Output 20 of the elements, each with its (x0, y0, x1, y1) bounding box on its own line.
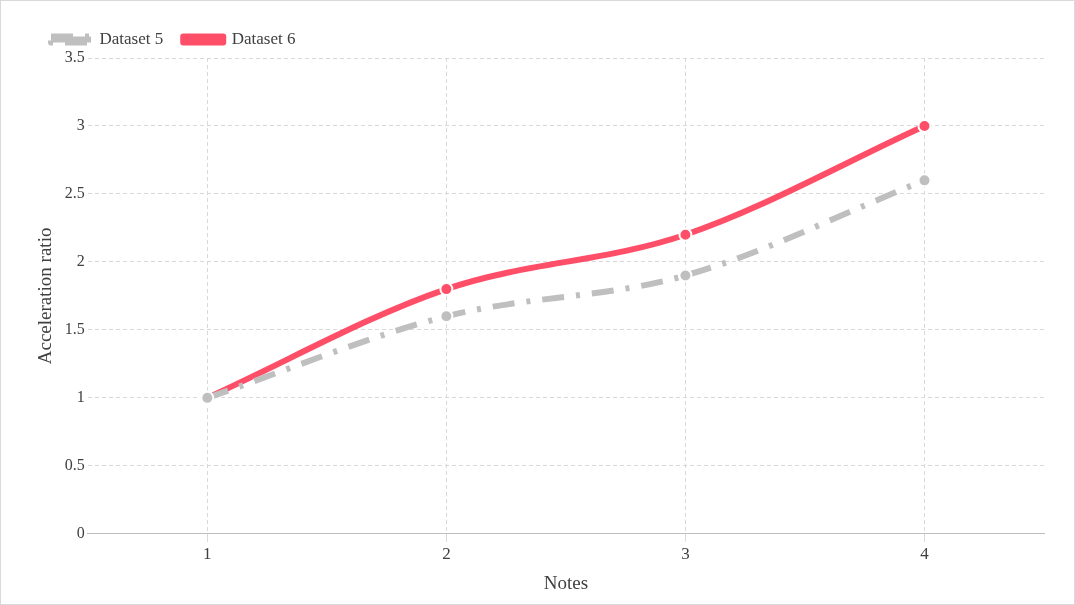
point (439, 309, 454, 324)
legend-label: Dataset 6 (231, 28, 296, 48)
x-axis-title: Notes (543, 571, 589, 593)
y-tick-label: 3.5 (64, 48, 85, 66)
y-axis-title: Acceleration ratio (34, 227, 56, 365)
x-tick-label: 2 (442, 544, 451, 564)
y-tick-label: 1.5 (64, 320, 85, 338)
y-tick-label: 2 (76, 252, 85, 270)
point (678, 227, 693, 242)
legend-label: Dataset 5 (99, 28, 164, 48)
y-tick-label: 3 (76, 116, 85, 134)
y-tick-label: 1 (76, 388, 85, 406)
x-tick-label: 1 (203, 544, 212, 564)
y-tick-label: 2.5 (64, 184, 85, 202)
point (917, 173, 932, 188)
y-tick-label: 0 (76, 524, 85, 541)
x-tick-label: 4 (920, 544, 930, 564)
point (678, 268, 693, 283)
x-tick-label: 3 (681, 544, 690, 564)
y-tick-label: 0.5 (64, 456, 85, 474)
